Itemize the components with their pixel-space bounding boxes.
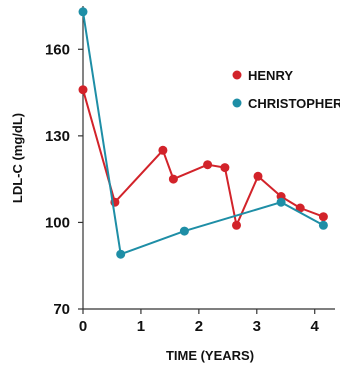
x-tick-label: 4 bbox=[311, 318, 320, 335]
legend-label-christopher: CHRISTOPHER bbox=[248, 96, 340, 111]
legend-marker-henry bbox=[232, 70, 242, 80]
ticks: 0 1 2 3 4 70 100 130 160 bbox=[45, 41, 320, 335]
data-point-christopher bbox=[116, 249, 126, 259]
legend-item-henry: HENRY bbox=[232, 68, 293, 83]
axes bbox=[82, 6, 335, 310]
series-line-christopher bbox=[82, 11, 324, 256]
data-point-henry bbox=[78, 85, 88, 95]
x-tick-label: 2 bbox=[195, 318, 203, 335]
series-christopher bbox=[78, 7, 328, 259]
x-tick-label: 3 bbox=[253, 318, 261, 335]
legend-label-henry: HENRY bbox=[248, 68, 293, 83]
y-tick-label: 160 bbox=[45, 41, 70, 58]
data-point-henry bbox=[295, 203, 305, 213]
y-axis-title: LDL-C (mg/dL) bbox=[10, 113, 25, 203]
legend: HENRY CHRISTOPHER bbox=[232, 68, 340, 111]
y-tick-label: 130 bbox=[45, 128, 70, 145]
x-tick-label: 0 bbox=[79, 318, 87, 335]
legend-marker-christopher bbox=[232, 98, 242, 108]
data-point-henry bbox=[318, 212, 328, 222]
y-tick-label: 70 bbox=[53, 301, 70, 318]
data-point-christopher bbox=[179, 226, 189, 236]
data-point-christopher bbox=[276, 197, 286, 207]
series-layer bbox=[78, 7, 328, 259]
legend-item-christopher: CHRISTOPHER bbox=[232, 96, 340, 111]
series-henry bbox=[78, 85, 328, 230]
data-point-henry bbox=[203, 160, 213, 170]
data-point-christopher bbox=[318, 220, 328, 230]
y-tick-label: 100 bbox=[45, 214, 70, 231]
x-axis-title: TIME (YEARS) bbox=[166, 348, 254, 363]
data-point-henry bbox=[253, 171, 263, 181]
data-point-henry bbox=[158, 145, 168, 155]
data-point-henry bbox=[232, 220, 241, 230]
x-tick-label: 1 bbox=[137, 318, 145, 335]
data-point-henry bbox=[168, 174, 178, 184]
data-point-christopher bbox=[78, 7, 88, 17]
data-point-henry bbox=[220, 163, 230, 173]
